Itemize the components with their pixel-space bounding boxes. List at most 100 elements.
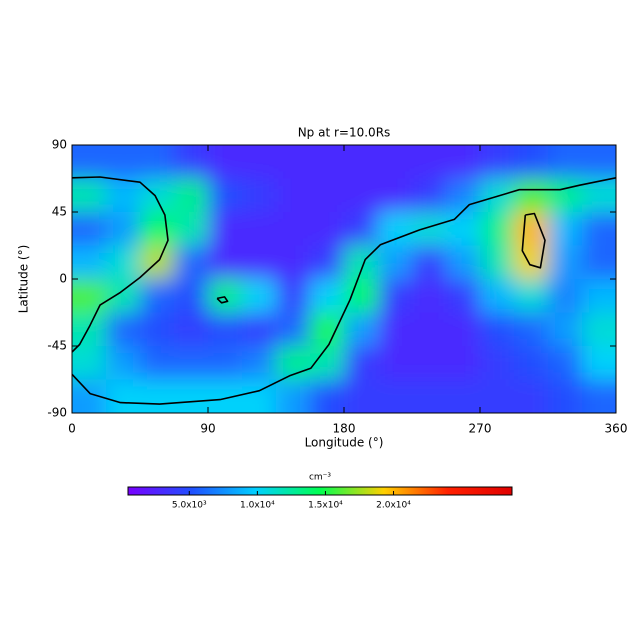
y-tick-label: -45 [47,339,67,353]
x-tick-label: 180 [333,422,356,436]
heatmap-cell [242,279,277,313]
heatmap-cell [446,379,481,413]
heatmap-cell [446,145,481,179]
x-tick-label: 270 [469,422,492,436]
heatmap-cell [310,245,345,280]
heatmap-cell [106,178,141,213]
heatmap-cell [174,178,209,213]
heatmap-cell [514,346,549,380]
heatmap-cell [242,245,277,280]
heatmap-cell [480,279,515,313]
heatmap-cell [276,178,311,213]
heatmap-cell [106,145,141,179]
heatmap-cell [514,379,549,413]
heatmap-cell [106,379,141,413]
heatmap-cell [548,279,583,313]
heatmap-cell [344,312,379,347]
heatmap-cell [412,379,447,413]
heatmap-cell [208,245,243,280]
heatmap-cell [480,245,515,280]
heatmap-cell [548,145,583,179]
colorbar-tick-label: 2.0x10⁴ [376,501,411,511]
colorbar [127,486,513,496]
heatmap-cell [378,145,413,179]
heatmap-cell [548,346,583,380]
heatmap-cell [310,312,345,347]
y-axis-label: Latitude (°) [17,245,31,314]
heatmap-cell [412,346,447,380]
heatmap-cell [480,145,515,179]
heatmap-cell [412,245,447,280]
heatmap-cell [480,312,515,347]
heatmap-cell [174,312,209,347]
heatmap-cell [514,279,549,313]
heatmap-cell [378,379,413,413]
heatmap-cell [242,145,277,179]
heatmap-cell [412,212,447,246]
heatmap-cell [242,178,277,213]
colorbar-tick-label: 1.0x10⁴ [240,501,275,511]
x-tick-label: 90 [200,422,215,436]
heatmap-cell [174,212,209,246]
heatmap-cell [548,178,583,213]
heatmap-cell [106,312,141,347]
heatmap-cell [446,245,481,280]
heatmap-cell [106,245,141,280]
heatmap-cell [242,312,277,347]
heatmap-cell [446,312,481,347]
heatmap-cell [174,145,209,179]
heatmap-cell [72,312,107,347]
heatmap-cell [344,346,379,380]
heatmap-cell [310,178,345,213]
heatmap-cell [106,346,141,380]
heatmap-cell [480,346,515,380]
plot-area [72,145,616,413]
heatmap-cell [446,279,481,313]
contours [72,176,616,405]
colorbar-tick-label: 1.5x10⁴ [308,501,343,511]
heatmap [72,145,616,413]
contour-line [521,212,546,269]
heatmap-cell [514,312,549,347]
heatmap-cell [208,178,243,213]
heatmap-cell [72,379,107,413]
contour-line [72,176,169,353]
heatmap-cell [582,346,616,380]
heatmap-cell [514,145,549,179]
heatmap-cell [548,312,583,347]
heatmap-cell [140,145,175,179]
heatmap-cell [582,379,616,413]
heatmap-cell [208,212,243,246]
heatmap-cell [242,212,277,246]
chart-title: Np at r=10.0Rs [298,126,391,140]
colorbar-title: cm⁻³ [309,473,331,483]
heatmap-cell [106,212,141,246]
heatmap-cell [378,178,413,213]
heatmap-cell [140,178,175,213]
heatmap-cell [480,379,515,413]
heatmap-cell [344,145,379,179]
heatmap-cell [412,145,447,179]
heatmap-cell [140,212,175,246]
heatmap-cell [582,279,616,313]
heatmap-cell [208,279,243,313]
heatmap-cell [310,212,345,246]
heatmap-cell [582,312,616,347]
heatmap-cell [582,212,616,246]
heatmap-cell [344,178,379,213]
heatmap-cell [140,279,175,313]
contour-line [72,177,616,405]
x-tick-label: 0 [68,422,76,436]
y-tick-label: 0 [59,272,67,286]
heatmap-cell [310,379,345,413]
heatmap-cell [174,379,209,413]
heatmap-cell [412,312,447,347]
heatmap-cell [344,279,379,313]
heatmap-cell [208,312,243,347]
heatmap-cell [208,379,243,413]
heatmap-cell [378,212,413,246]
heatmap-cell [378,279,413,313]
heatmap-cell [208,346,243,380]
heatmap-cell [446,178,481,213]
